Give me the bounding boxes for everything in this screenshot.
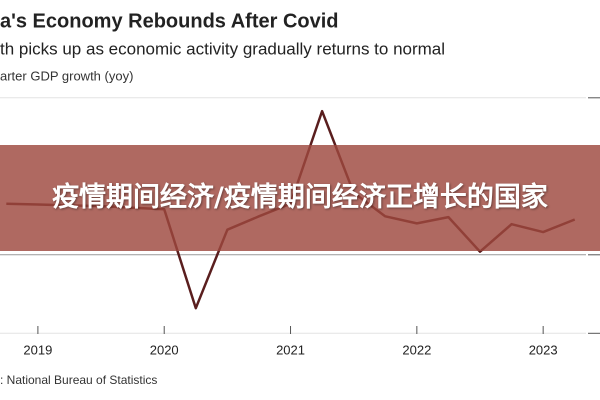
chart-subtitle: th picks up as economic activity gradual… [0,39,445,58]
banner: 疫情期间经济/疫情期间经济正增长的国家 [0,145,600,251]
x-tick-label: 2021 [276,342,305,357]
x-tick-label: 2022 [402,342,431,357]
banner-text: 疫情期间经济/疫情期间经济正增长的国家 [52,182,548,213]
chart-title: a's Economy Rebounds After Covid [0,10,339,32]
x-tick-label: 2019 [23,342,52,357]
source: : National Bureau of Statistics [0,373,157,387]
axis-label: arter GDP growth (yoy) [0,68,133,83]
x-tick-label: 2020 [150,342,179,357]
x-tick-label: 2023 [529,342,558,357]
